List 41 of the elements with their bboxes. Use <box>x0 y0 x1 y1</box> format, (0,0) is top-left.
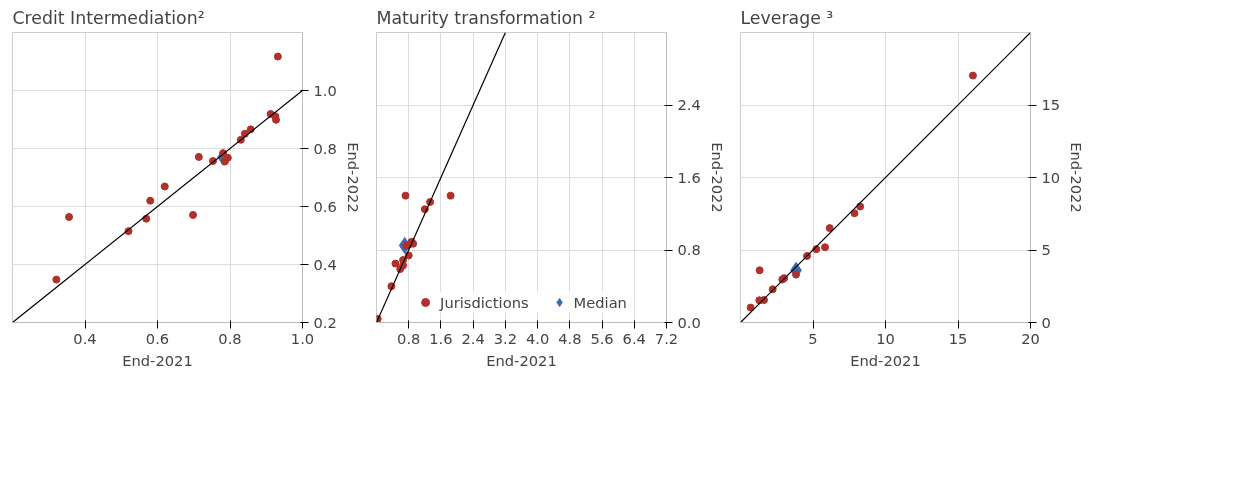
y-tick-label: 0 <box>1041 313 1051 331</box>
legend-label: Median <box>573 293 627 311</box>
y-tick-label: 2.4 <box>677 96 701 113</box>
x-tick-label: 3.2 <box>493 329 518 347</box>
x-tick-label: 6.4 <box>622 329 646 347</box>
x-tick-label: 0.8 <box>397 329 421 347</box>
y-tick-label: 0.0 <box>677 313 701 331</box>
y-tick-label: 5 <box>1041 241 1051 258</box>
x-tick-label: 0.8 <box>218 329 242 347</box>
x-tick-label: 5.6 <box>590 329 614 347</box>
y-tick-label: 10 <box>1041 168 1061 186</box>
x-axis-title: End-2021 <box>850 351 921 369</box>
y-axis-title: End-2022 <box>708 142 726 213</box>
chart-title: Maturity transformation ² <box>376 7 596 28</box>
x-tick-label: 4.0 <box>525 329 550 347</box>
x-tick-label: 1.0 <box>290 329 315 347</box>
x-tick-label: 20 <box>1021 329 1040 347</box>
y-tick-label: 0.2 <box>313 313 337 331</box>
x-tick-label: 2.4 <box>461 329 485 347</box>
x-axis-title: End-2021 <box>122 351 193 369</box>
x-tick-label: 0.4 <box>73 329 97 347</box>
x-tick-label: 0.6 <box>145 329 170 347</box>
y-tick-label: 1.6 <box>677 168 701 186</box>
y-tick-label: 0.8 <box>677 241 701 258</box>
y-tick-label: 0.8 <box>313 139 337 157</box>
y-tick-label: 0.4 <box>313 255 337 273</box>
y-axis-title: End-2022 <box>1068 142 1086 213</box>
y-tick-label: 1.0 <box>313 81 337 99</box>
y-axis-title: End-2022 <box>344 142 362 213</box>
legend-label: Jurisdictions <box>440 293 529 311</box>
x-tick-label: 15 <box>948 329 968 347</box>
x-tick-label: 4.8 <box>558 329 582 347</box>
x-tick-label: 10 <box>876 329 895 347</box>
x-axis-title: End-2021 <box>486 351 557 369</box>
x-tick-label: 5 <box>808 329 818 347</box>
x-tick-label: 1.6 <box>429 329 453 347</box>
x-tick-label: 7.2 <box>654 329 679 347</box>
y-tick-label: 15 <box>1041 96 1061 113</box>
chart-title: Credit Intermediation² <box>12 7 205 28</box>
chart-title: Leverage ³ <box>740 7 834 28</box>
y-tick-label: 0.6 <box>313 197 337 215</box>
